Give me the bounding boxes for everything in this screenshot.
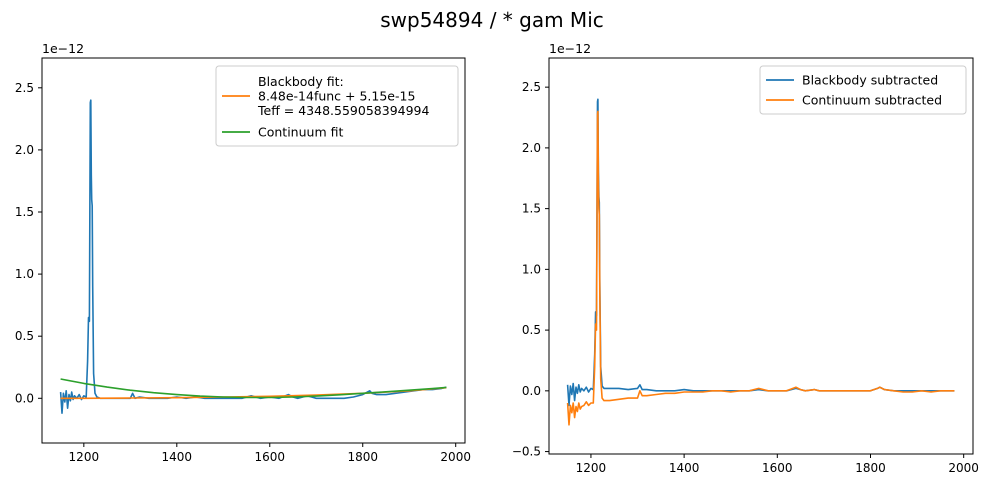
y-offset-text: 1e−12 xyxy=(549,41,591,56)
x-tick-label: 1400 xyxy=(669,461,700,475)
x-tick-label: 1800 xyxy=(855,461,886,475)
x-tick-label: 2000 xyxy=(948,461,979,475)
right-panel: 1200 1400 1600 1800 2000 −0.5 0.0 0.5 1.0 1.5 2.0 2… xyxy=(512,41,979,475)
y-tick-label: 2.0 xyxy=(522,141,541,155)
x-tick-label: 1200 xyxy=(69,450,100,464)
y-tick-label: 2.5 xyxy=(522,80,541,94)
y-tick-label: 0.0 xyxy=(15,391,34,405)
series-line-series-1 xyxy=(566,110,955,426)
x-tick-label: 1800 xyxy=(347,450,378,464)
y-tick-label: 1.0 xyxy=(522,262,541,276)
left-panel: 1200 1400 1600 1800 2000 0.0 0.5 1.0 1.5 2.0 2.5 1e… xyxy=(15,41,471,464)
y-tick-label: −0.5 xyxy=(512,445,541,459)
legend: Blackbody subtracted Continuum subtracted xyxy=(759,65,967,115)
legend-box xyxy=(215,65,459,147)
x-tick-label: 2000 xyxy=(440,450,471,464)
legend-box xyxy=(759,65,967,115)
y-offset-text: 1e−12 xyxy=(42,41,84,56)
series-line-continuum-fit xyxy=(60,378,447,399)
legend-label: Teff = 4348.559058394994 xyxy=(257,103,430,118)
y-tick-label: 1.5 xyxy=(522,202,541,216)
y-tick-label: 1.5 xyxy=(15,205,34,219)
plot-area xyxy=(59,99,447,415)
x-tick-label: 1600 xyxy=(762,461,793,475)
y-tick-label: 0.0 xyxy=(522,384,541,398)
legend: Blackbody fit:8.48e-14func + 5.15e-15Tef… xyxy=(215,65,459,147)
axes-frame xyxy=(548,57,974,455)
series-line-spectrum xyxy=(59,99,447,415)
legend-label: Blackbody fit: xyxy=(258,74,344,89)
legend-label: Blackbody subtracted xyxy=(802,73,938,88)
y-tick-label: 0.5 xyxy=(522,323,541,337)
x-tick-label: 1400 xyxy=(162,450,193,464)
legend-label: Continuum fit xyxy=(258,125,343,140)
y-tick-label: 1.0 xyxy=(15,267,34,281)
y-tick-label: 2.5 xyxy=(15,81,34,95)
legend-label: 8.48e-14func + 5.15e-15 xyxy=(258,89,415,104)
x-tick-label: 1200 xyxy=(576,461,607,475)
series-line-series-0 xyxy=(566,98,955,407)
legend-label: Continuum subtracted xyxy=(802,93,942,108)
figure-title: swp54894 / * gam Mic xyxy=(380,8,604,32)
plot-area xyxy=(566,98,955,426)
axes-frame xyxy=(41,57,466,444)
x-tick-label: 1600 xyxy=(254,450,285,464)
y-tick-label: 0.5 xyxy=(15,329,34,343)
y-tick-label: 2.0 xyxy=(15,143,34,157)
